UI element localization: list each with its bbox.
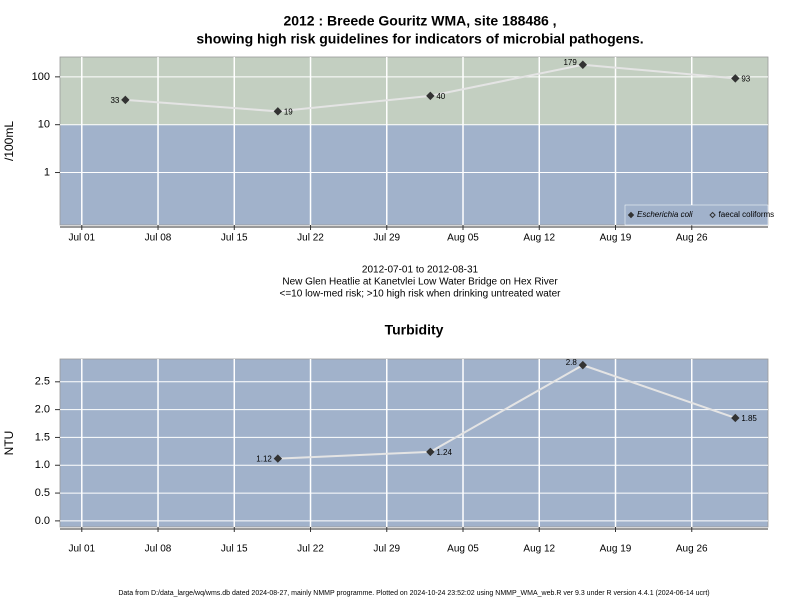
x-tick-label: Jul 29 [373,544,400,555]
y-axis-label: NTU [2,431,16,456]
x-tick-label: Aug 05 [447,544,479,555]
legend-label: Escherichia coli [637,210,693,219]
x-tick-label: Jul 22 [297,233,324,244]
chart-title: 2012 : Breede Gouritz WMA, site 188486 , [283,13,556,29]
plot-frame [59,56,769,226]
y-tick-label: 0.0 [35,515,50,527]
x-tick-label: Aug 05 [447,233,479,244]
series-line [277,364,736,460]
y-tick-label: 2.0 [35,404,50,416]
data-point [273,107,283,116]
y-tick-label: 100 [32,71,50,83]
data-point [731,413,740,423]
data-point [426,91,435,101]
x-tick-label: Jul 22 [297,544,324,555]
data-point [426,447,435,457]
caption: New Glen Heatlie at Kanetvlei Low Water … [282,277,558,288]
x-tick-label: Aug 26 [676,233,708,244]
x-tick-label: Jul 08 [145,544,172,555]
x-tick-label: Aug 26 [676,544,708,555]
legend-marker [709,211,716,219]
x-tick-label: Jul 01 [68,544,95,555]
data-label: 19 [284,107,293,116]
plot-frame [59,358,769,528]
data-point [273,454,283,463]
data-label: 179 [563,58,577,67]
plot-background [60,359,768,527]
y-tick-label: 10 [38,119,50,131]
data-point [731,74,740,83]
data-label: 1.12 [256,455,272,464]
data-point [121,95,130,105]
chart-title: showing high risk guidelines for indicat… [196,31,643,47]
data-label: 2.8 [566,358,578,367]
y-axis-label: /100mL [2,121,16,161]
x-tick-label: Aug 19 [600,544,632,555]
x-tick-label: Jul 08 [145,233,172,244]
data-label: 33 [110,96,119,105]
caption: 2012-07-01 to 2012-08-31 [362,265,479,276]
y-tick-label: 1 [44,166,50,178]
x-tick-label: Aug 19 [600,233,632,244]
y-tick-label: 1.5 [35,431,50,443]
legend-marker [627,211,635,219]
x-tick-label: Aug 12 [523,233,555,244]
risk-band-high [60,57,768,125]
data-label: 93 [741,74,750,83]
caption: <=10 low-med risk; >10 high risk when dr… [280,289,562,300]
data-label: 1.24 [436,448,452,457]
legend [624,204,769,226]
data-label: 1.85 [741,414,757,423]
data-point [578,360,588,370]
x-tick-label: Jul 15 [221,233,248,244]
chart-title: Turbidity [385,322,444,338]
legend-label: faecal coliforms [719,210,775,219]
x-tick-label: Jul 29 [373,233,400,244]
x-tick-label: Jul 01 [68,233,95,244]
y-tick-label: 1.0 [35,459,50,471]
x-tick-label: Jul 15 [221,544,248,555]
data-point [578,60,588,69]
data-label: 40 [436,92,445,101]
y-tick-label: 2.5 [35,376,50,388]
x-tick-label: Aug 12 [523,544,555,555]
footer: Data from D:/data_large/wq/wms.db dated … [118,590,709,597]
y-tick-label: 0.5 [35,487,50,499]
